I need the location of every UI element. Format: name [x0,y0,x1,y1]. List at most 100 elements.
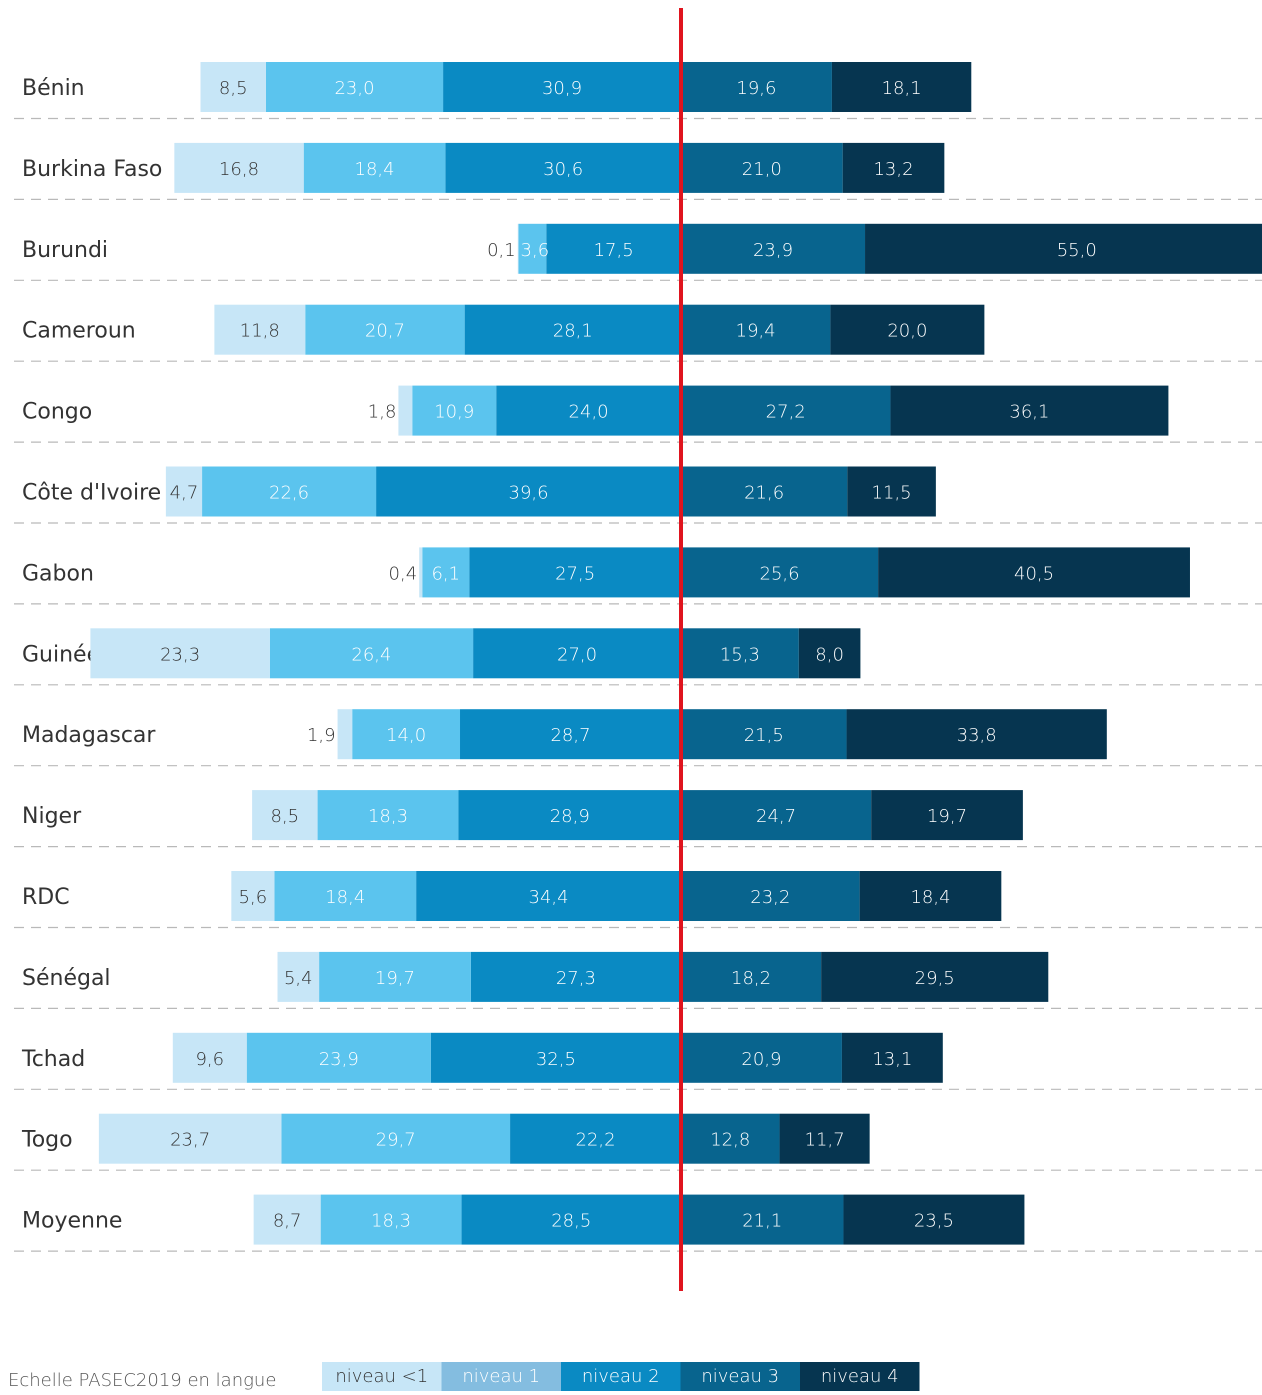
bar-label-congo-niveau-1: 10,9 [434,402,474,423]
bar-guinee-niveau-1 [90,628,270,679]
legend-swatch-niveau-4 [800,1362,920,1391]
bar-benin-niveau-2 [443,62,681,112]
bar-burkina-faso-niveau-1 [174,142,304,193]
legend-item-niveau-1: niveau 1 [462,1366,540,1387]
bar-gabon-niveau-2 [469,547,681,598]
bar-label-cote-d-ivoire-niveau-4: 11,5 [872,483,912,504]
bar-label-burundi-niveau-1: 3,6 [521,240,550,261]
legend-item-niveau-4: niveau 4 [821,1366,899,1387]
bar-label-rdc-niveau-1: 5,6 [239,887,268,908]
bar-guinee-niveau-2 [473,628,681,679]
bar-label-togo-niveau-3: 12,8 [710,1130,750,1151]
country-label-moyenne: Moyenne [22,1209,122,1234]
bar-label-rdc-niveau-4: 18,4 [910,887,950,908]
country-label-senegal: Sénégal [22,966,111,991]
bar-senegal-niveau-1 [277,951,320,1002]
bar-label-senegal-niveau-3: 18,2 [731,968,771,989]
bar-burkina-faso-niveau-3 [681,142,843,193]
bar-label-burkina-faso-niveau-2: 30,6 [543,159,583,180]
bar-burundi-niveau-1 [517,223,519,274]
bar-label-guinee-niveau-1: 23,3 [160,644,200,665]
bar-cote-d-ivoire-niveau-1 [165,466,203,517]
bar-label-gabon-niveau-2: 27,5 [555,563,595,584]
country-label-guinee: Guinée [22,642,100,667]
bar-togo-niveau-2 [510,1113,681,1164]
bar-label-senegal-niveau-2: 27,3 [556,968,596,989]
country-label-togo: Togo [21,1128,73,1153]
bar-madagascar-niveau-4 [846,709,1107,760]
country-label-burundi: Burundi [22,238,108,263]
bar-label-burkina-faso-niveau-4: 13,2 [873,159,913,180]
bar-label-congo-niveau-1: 1,8 [368,402,397,423]
bar-burkina-faso-niveau-1 [303,142,446,193]
bar-label-benin-niveau-4: 18,1 [882,78,922,99]
bar-label-congo-niveau-3: 27,2 [766,402,806,423]
bar-label-tchad-niveau-4: 13,1 [872,1049,912,1070]
bar-label-moyenne-niveau-2: 28,5 [551,1211,591,1232]
bar-cameroun-niveau-3 [681,304,831,355]
bar-label-madagascar-niveau-3: 21,5 [744,725,784,746]
legend-swatch-niveau-1 [322,1362,442,1391]
bar-label-moyenne-niveau-4: 23,5 [914,1211,954,1232]
bar-senegal-niveau-3 [681,951,822,1002]
bar-label-congo-niveau-4: 36,1 [1009,402,1049,423]
bar-label-guinee-niveau-2: 27,0 [557,644,597,665]
bar-label-burundi-niveau-1: 0,1 [487,240,516,261]
bar-moyenne-niveau-4 [843,1194,1025,1245]
bar-label-rdc-niveau-1: 18,4 [325,887,365,908]
bar-congo-niveau-3 [681,385,891,436]
bar-label-cameroun-niveau-4: 20,0 [887,321,927,342]
bar-label-gabon-niveau-1: 6,1 [431,563,460,584]
bar-label-rdc-niveau-2: 34,4 [529,887,569,908]
bar-tchad-niveau-4 [841,1032,943,1083]
bar-label-burkina-faso-niveau-1: 18,4 [355,159,395,180]
bar-niger-niveau-1 [252,790,318,841]
legend-item-niveau-1: niveau <1 [335,1366,428,1387]
bar-label-niger-niveau-4: 19,7 [927,806,967,827]
legend-item-niveau-3: niveau 3 [701,1366,779,1387]
bar-burundi-niveau-1 [518,223,547,274]
legend-item-niveau-2: niveau 2 [582,1366,660,1387]
bar-congo-niveau-4 [890,385,1169,436]
bar-label-burkina-faso-niveau-3: 21,0 [742,159,782,180]
bar-label-guinee-niveau-1: 26,4 [351,644,391,665]
bar-label-moyenne-niveau-1: 8,7 [273,1211,302,1232]
bar-cameroun-niveau-1 [214,304,306,355]
country-label-tchad: Tchad [21,1047,85,1072]
bar-burundi-niveau-2 [546,223,681,274]
bar-label-cameroun-niveau-3: 19,4 [736,321,776,342]
bar-label-senegal-niveau-1: 5,4 [284,968,313,989]
bar-label-benin-niveau-1: 23,0 [334,78,374,99]
bar-congo-niveau-1 [398,385,413,436]
bar-label-tchad-niveau-1: 9,6 [195,1049,224,1070]
bar-tchad-niveau-1 [172,1032,247,1083]
bar-niger-niveau-1 [317,790,459,841]
bar-moyenne-niveau-3 [681,1194,844,1245]
bar-rdc-niveau-1 [274,871,417,921]
bar-label-niger-niveau-1: 8,5 [271,806,300,827]
bar-label-cameroun-niveau-1: 11,8 [240,321,280,342]
bar-tchad-niveau-3 [681,1032,842,1083]
country-label-congo: Congo [22,400,92,425]
bar-label-gabon-niveau-4: 40,5 [1014,563,1054,584]
bar-label-cameroun-niveau-2: 28,1 [553,321,593,342]
legend-swatch-niveau-3 [680,1362,800,1391]
bar-gabon-niveau-1 [422,547,470,598]
bar-togo-niveau-1 [98,1113,282,1164]
bar-label-togo-niveau-1: 23,7 [170,1130,210,1151]
bar-burundi-niveau-4 [865,223,1262,274]
bar-moyenne-niveau-1 [320,1194,462,1245]
bar-rdc-niveau-2 [416,871,681,921]
country-label-cameroun: Cameroun [22,319,136,344]
bar-madagascar-niveau-3 [681,709,847,760]
bar-label-moyenne-niveau-1: 18,3 [371,1211,411,1232]
bar-label-gabon-niveau-1: 0,4 [389,563,418,584]
bar-label-gabon-niveau-3: 25,6 [760,563,800,584]
bar-niger-niveau-4 [871,790,1023,841]
bar-niger-niveau-2 [458,790,681,841]
bar-congo-niveau-1 [412,385,497,436]
bar-cote-d-ivoire-niveau-3 [681,466,848,517]
bar-togo-niveau-3 [681,1113,780,1164]
bar-label-tchad-niveau-3: 20,9 [741,1049,781,1070]
